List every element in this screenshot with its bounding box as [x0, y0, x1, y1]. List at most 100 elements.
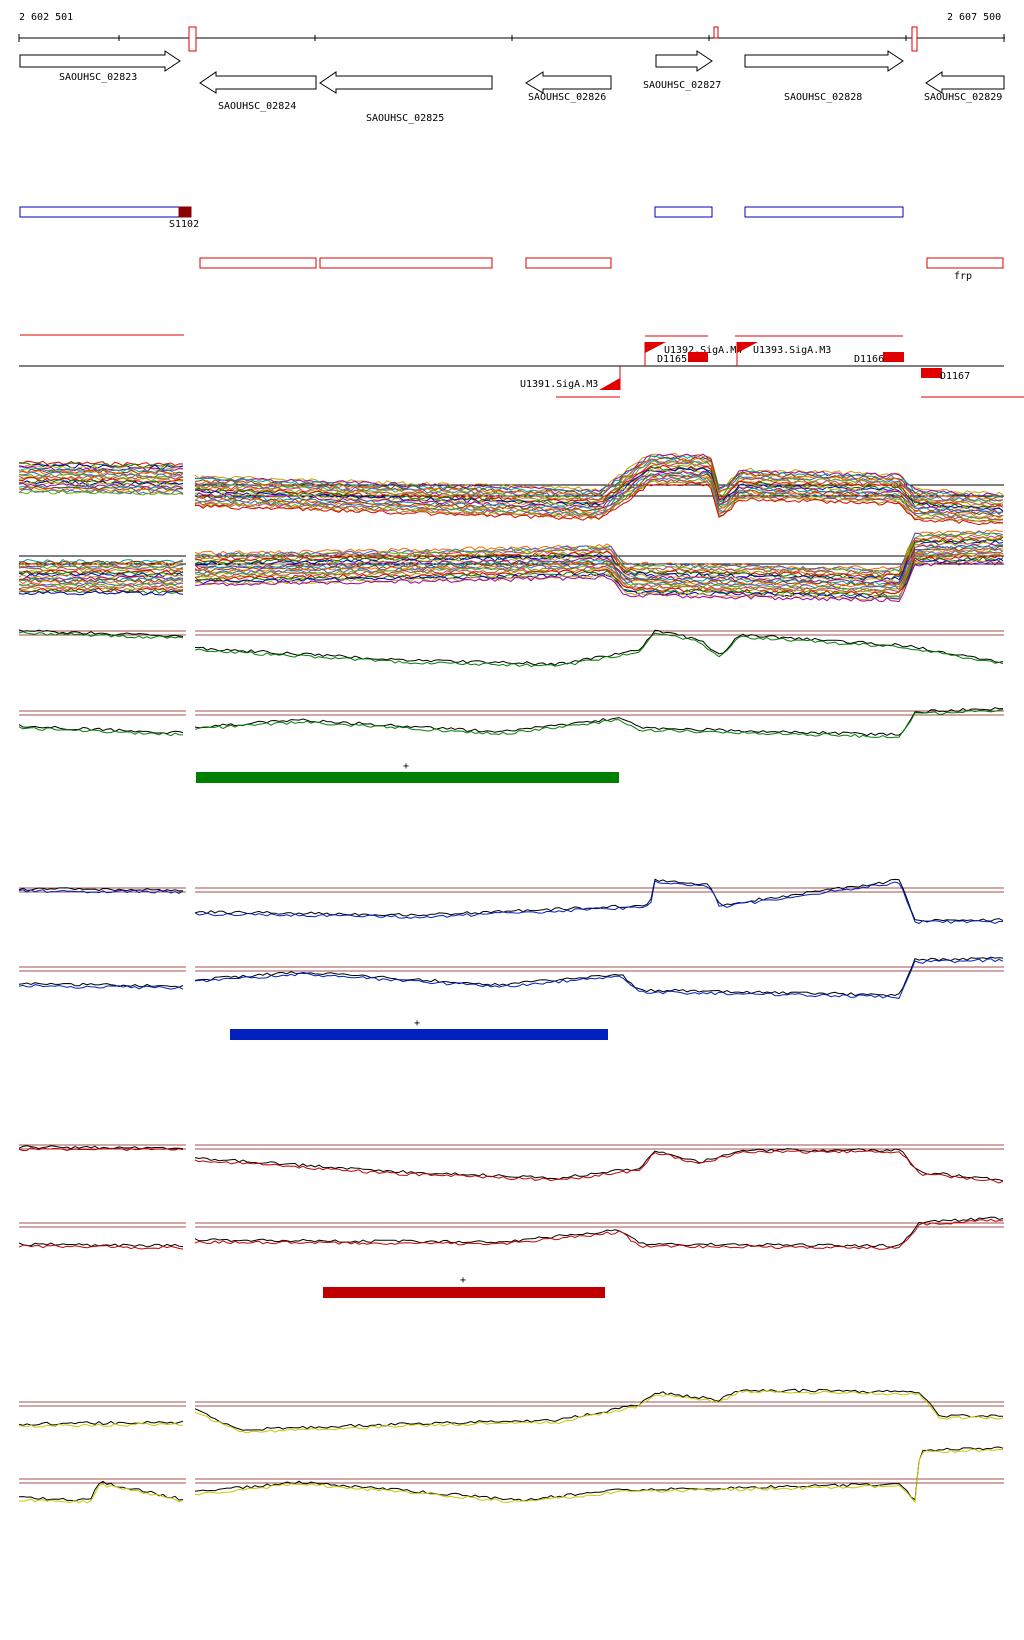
start-coordinate: 2 602 501 — [19, 12, 74, 23]
terminator-marker[interactable] — [688, 352, 708, 362]
expression-curve — [194, 629, 1004, 666]
expression-curve — [18, 477, 184, 484]
gene-label: SAOUHSC_02828 — [784, 92, 862, 103]
expression-curve — [194, 554, 1004, 596]
terminator-marker[interactable] — [921, 368, 942, 378]
expression-curve — [18, 1244, 184, 1250]
expression-curve — [194, 541, 1004, 583]
segment-strand-label: + — [460, 1275, 466, 1286]
expression-curve — [18, 1480, 184, 1502]
expression-curve — [18, 982, 184, 988]
ruler-marker — [188, 26, 197, 52]
expression-curve — [18, 486, 184, 494]
expression-curve — [194, 457, 1004, 503]
expression-curve — [18, 584, 184, 590]
expression-curve — [194, 481, 1004, 526]
expression-curve — [194, 554, 1004, 595]
expression-curve — [18, 570, 184, 577]
expression-curve — [18, 724, 184, 735]
feature-box[interactable] — [19, 206, 181, 218]
expression-curve — [18, 560, 184, 566]
promoter-marker[interactable] — [737, 342, 758, 353]
expression-curve — [194, 632, 1004, 668]
expression-curve — [18, 889, 184, 894]
gene-arrow[interactable]: SAOUHSC_02823 — [19, 50, 181, 83]
expression-curve — [194, 548, 1004, 591]
expression-curve — [19, 471, 184, 478]
expression-curve — [194, 880, 1003, 925]
expression-curve — [194, 551, 1004, 593]
expression-curve — [194, 529, 1004, 571]
expression-curve — [18, 569, 184, 575]
expression-curve — [194, 878, 1004, 922]
expression-curve — [18, 726, 184, 737]
expression-curve — [194, 557, 1004, 600]
expression-curve — [18, 587, 184, 593]
terminator-marker[interactable] — [883, 352, 904, 362]
expression-curve — [194, 709, 1004, 739]
feature-label: D1167 — [940, 371, 970, 382]
expression-curve — [18, 984, 184, 990]
feature-box[interactable] — [744, 206, 904, 218]
expression-curve — [194, 471, 1003, 516]
expression-curve — [194, 559, 1004, 601]
expression-curve — [18, 565, 184, 570]
expression-curve — [18, 631, 184, 639]
feature-label: frp — [954, 271, 972, 282]
expression-curve — [18, 568, 184, 574]
feature-box[interactable] — [525, 257, 612, 269]
gene-label: SAOUHSC_02823 — [59, 72, 137, 83]
gene-arrow[interactable]: SAOUHSC_02829 — [924, 71, 1005, 103]
segment-bar[interactable] — [323, 1287, 605, 1298]
segment-bars: + + + — [196, 761, 619, 1298]
expression-curve — [194, 532, 1004, 574]
expression-curve — [194, 956, 1004, 997]
expression-curve — [194, 470, 1004, 515]
expression-curve — [18, 563, 184, 569]
feature-label: U1391.SigA.M3 — [520, 379, 598, 390]
expression-curve — [194, 1388, 1003, 1431]
gene-label: SAOUHSC_02826 — [528, 92, 606, 103]
gene-arrow[interactable]: SAOUHSC_02826 — [525, 71, 612, 103]
expression-curve — [18, 476, 184, 482]
ruler-marker — [911, 26, 918, 52]
expression-curve — [194, 1390, 1004, 1434]
expression-curve — [18, 488, 184, 495]
feature-box[interactable] — [178, 206, 192, 218]
gene-track: SAOUHSC_02823 SAOUHSC_02824 SAOUHSC_0282… — [19, 50, 1005, 124]
promoter-marker[interactable] — [599, 378, 620, 390]
expression-curve — [194, 707, 1004, 737]
expression-curve — [194, 473, 1004, 518]
expression-curve — [195, 467, 1004, 512]
gene-label: SAOUHSC_02824 — [218, 101, 296, 112]
expression-curve — [194, 1446, 1004, 1502]
expression-curve — [18, 473, 184, 480]
expression-curve — [18, 1422, 183, 1428]
expression-curve — [194, 1150, 1004, 1184]
feature-box[interactable] — [654, 206, 713, 218]
gene-arrow[interactable]: SAOUHSC_02828 — [744, 50, 904, 103]
segment-bar[interactable] — [230, 1029, 608, 1040]
feature-box[interactable] — [319, 257, 493, 269]
expression-curve — [194, 459, 1004, 502]
expression-curve — [18, 467, 184, 474]
expression-curve — [18, 489, 184, 496]
gene-label: SAOUHSC_02829 — [924, 92, 1002, 103]
segment-bar[interactable] — [196, 772, 619, 783]
expression-curve — [18, 1147, 184, 1152]
gene-label: SAOUHSC_02825 — [366, 113, 444, 124]
expression-curve — [18, 1242, 184, 1248]
gene-arrow[interactable]: SAOUHSC_02825 — [319, 71, 493, 124]
feature-box[interactable] — [926, 257, 1004, 269]
gene-arrow[interactable]: SAOUHSC_02827 — [643, 50, 721, 91]
gene-arrow[interactable]: SAOUHSC_02824 — [199, 71, 317, 112]
expression-curve — [18, 887, 184, 892]
promoter-marker[interactable] — [645, 342, 666, 353]
feature-box[interactable] — [199, 257, 317, 269]
expression-curve — [194, 1448, 1003, 1504]
feature-label: U1392.SigA.M4 — [664, 345, 742, 356]
expression-curve — [194, 536, 1004, 578]
expression-curve — [194, 476, 1004, 521]
segment-strand-label: + — [403, 761, 409, 772]
